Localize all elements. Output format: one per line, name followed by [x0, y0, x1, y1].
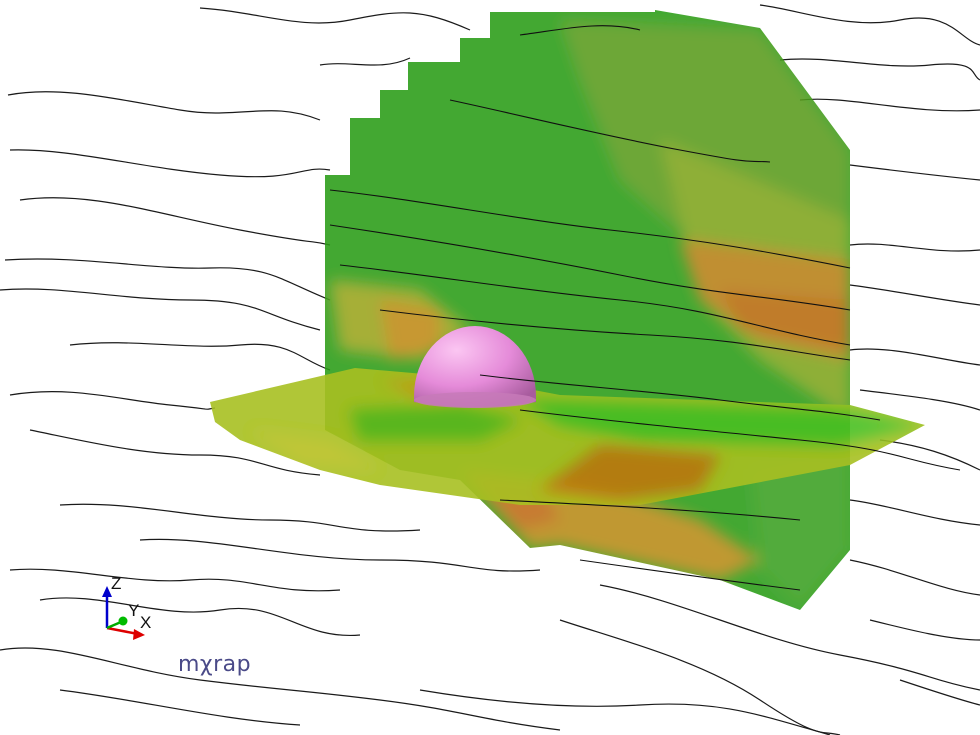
y-axis-marker-icon — [118, 616, 128, 626]
axis-triad: Z Y X — [102, 574, 151, 640]
axis-label-x: X — [140, 613, 151, 632]
axis-label-y: Y — [128, 601, 139, 620]
background-streamlines — [0, 4, 980, 735]
z-axis-arrow-icon — [102, 586, 112, 597]
foreground-streamlines — [329, 25, 961, 591]
vertical-field-plane — [325, 10, 850, 610]
brand-logo-text: mχrap — [178, 652, 252, 677]
x-axis-line — [106, 626, 139, 636]
obstacle-dome — [414, 326, 536, 408]
y-axis-line — [106, 620, 122, 630]
axis-label-z: Z — [111, 574, 121, 593]
x-axis-arrow-icon — [133, 629, 145, 640]
